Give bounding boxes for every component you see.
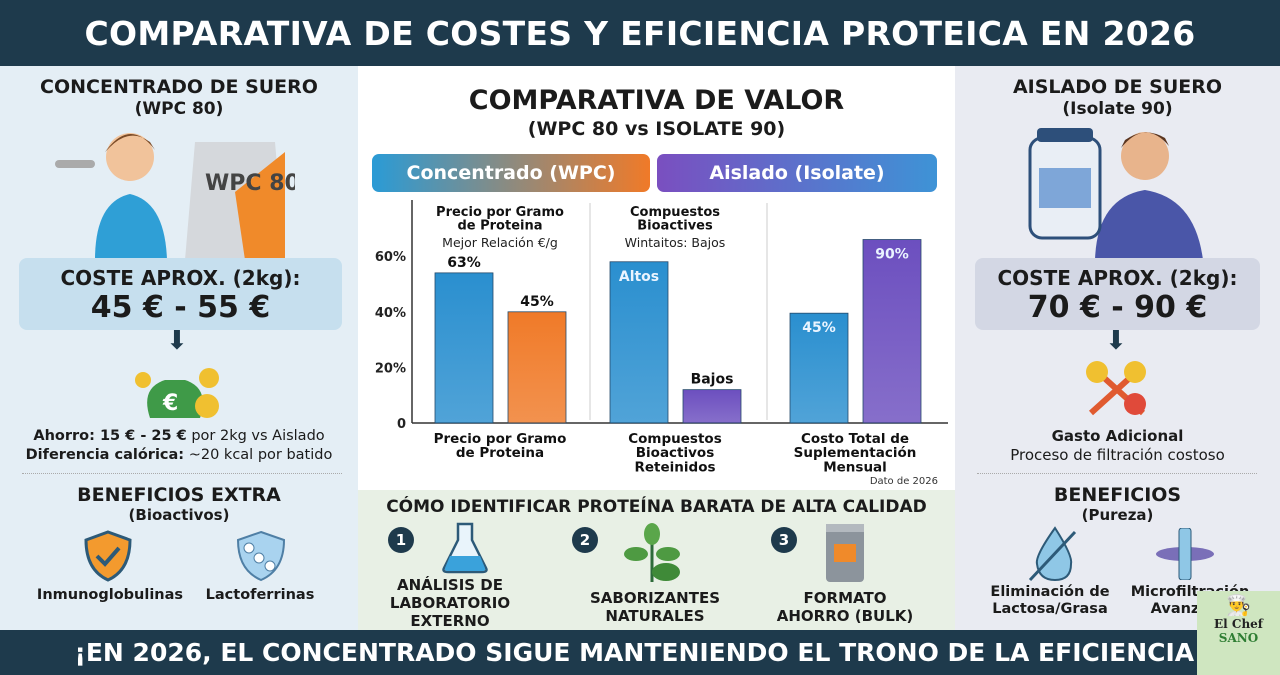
tip-number-1: 1 <box>388 527 414 553</box>
wpc-calories: Diferencia calórica: ~20 kcal por batido <box>25 447 333 463</box>
isolate-extra-text: Proceso de filtración costoso <box>1010 446 1225 464</box>
legend-wpc: Concentrado (WPC) <box>372 154 650 192</box>
no-drop-icon <box>1028 526 1077 582</box>
molecule-shield-icon <box>236 530 286 582</box>
chart-note: Dato de 2026 <box>870 476 938 487</box>
tip-bulk-format: FORMATO AHORRO (BULK) <box>776 589 914 625</box>
bar-value-label: Bajos <box>691 372 734 388</box>
flask-icon <box>442 522 488 574</box>
x-category-label: Precio por Gramo de Proteina <box>434 431 567 461</box>
bar-value-label: Altos <box>619 269 659 285</box>
wpc-subtitle: (WPC 80) <box>134 99 224 119</box>
arrow-down-icon: ⬇ <box>1105 326 1127 356</box>
divider <box>22 473 342 474</box>
man-with-isolate-tub-illustration <box>1028 128 1203 260</box>
bar-value-label: 45% <box>802 320 836 336</box>
svg-text:€: € <box>162 391 178 416</box>
wpc-benefits-title: BENEFICIOS EXTRA <box>77 484 281 506</box>
footer-banner: ¡EN 2026, EL CONCENTRADO SIGUE MANTENIEN… <box>0 630 1280 675</box>
isolate-cost-value: 70 € - 90 € <box>1027 290 1208 325</box>
divider <box>977 473 1257 474</box>
bar-isolate <box>507 311 567 424</box>
tip-number-2: 2 <box>572 527 598 553</box>
woman-with-protein-illustration: WPC 80 <box>55 133 295 260</box>
money-bag-icon: € <box>135 368 219 418</box>
microfiltration-icon <box>1156 528 1214 580</box>
wpc-savings: Ahorro: 15 € - 25 € por 2kg vs Aislado <box>33 428 325 444</box>
isolate-subtitle: (Isolate 90) <box>1062 99 1173 119</box>
x-category-label: Compuestos Bioactivos Reteinidos <box>628 431 721 475</box>
benefit-lactose-removal: Eliminación de Lactosa/Grasa <box>990 584 1110 617</box>
shield-check-icon <box>84 530 132 582</box>
isolate-benefits-title: BENEFICIOS <box>1053 484 1182 506</box>
arrow-down-icon: ⬇ <box>166 326 188 356</box>
y-tick-label: 60% <box>375 250 406 265</box>
y-tick-label: 0 <box>397 417 406 432</box>
bar-isolate <box>862 239 922 424</box>
bar-value-label: 45% <box>520 294 554 310</box>
benefit-inmunoglobulinas: Inmunoglobulinas <box>36 587 184 603</box>
isolate-panel <box>955 66 1280 630</box>
bar-wpc <box>789 312 849 424</box>
isolate-benefits-subtitle: (Pureza) <box>1081 506 1154 524</box>
isolate-cost-label: COSTE APROX. (2kg): <box>997 266 1238 290</box>
crossed-coins-icon <box>1086 361 1146 416</box>
group-header: Precio por Gramo de Proteina <box>436 205 564 234</box>
bar-isolate <box>682 389 742 424</box>
wpc-cost-label: COSTE APROX. (2kg): <box>60 266 301 290</box>
isolate-cost-box: COSTE APROX. (2kg): 70 € - 90 € <box>975 258 1260 330</box>
tip-lab-analysis: ANÁLISIS DE LABORATORIO EXTERNO <box>389 576 511 630</box>
chart-subtitle: (WPC 80 vs ISOLATE 90) <box>527 118 786 140</box>
wpc-title: CONCENTRADO DE SUERO <box>40 76 318 98</box>
wpc-bag-label: WPC 80 <box>205 171 295 196</box>
tip-natural-flavors: SABORIZANTES NATURALES <box>589 589 721 625</box>
tip-number-3: 3 <box>771 527 797 553</box>
bar-value-label: 63% <box>447 255 481 271</box>
chart-title: COMPARATIVA DE VALOR <box>468 85 845 116</box>
tips-title: CÓMO IDENTIFICAR PROTEÍNA BARATA DE ALTA… <box>386 497 927 517</box>
wpc-cost-value: 45 € - 55 € <box>90 290 271 325</box>
y-tick-label: 40% <box>375 306 406 321</box>
benefit-lactoferrinas: Lactoferrinas <box>205 587 315 603</box>
bulk-bag-icon <box>826 524 864 582</box>
wpc-cost-box: COSTE APROX. (2kg): 45 € - 55 € <box>19 258 342 330</box>
main-title: COMPARATIVA DE COSTES Y EFICIENCIA PROTE… <box>0 0 1280 66</box>
bar-wpc <box>434 272 494 424</box>
group-subheader: Wintaitos: Bajos <box>625 235 726 250</box>
wpc-benefits-subtitle: (Bioactivos) <box>128 506 230 524</box>
bar-wpc <box>609 261 669 424</box>
isolate-extra-title: Gasto Adicional <box>1051 427 1184 445</box>
y-tick-label: 20% <box>375 361 406 376</box>
bar-value-label: 90% <box>875 247 909 263</box>
legend-isolate: Aislado (Isolate) <box>657 154 937 192</box>
group-header: Compuestos Bioactives <box>630 205 720 234</box>
el-chef-sano-logo: 👨‍🍳 El Chef SANO <box>1197 591 1280 675</box>
plant-icon <box>624 523 680 582</box>
isolate-title: AISLADO DE SUERO <box>1012 76 1223 98</box>
group-subheader: Mejor Relación €/g <box>442 235 558 250</box>
x-category-label: Costo Total de Suplementación Mensual <box>794 431 917 475</box>
